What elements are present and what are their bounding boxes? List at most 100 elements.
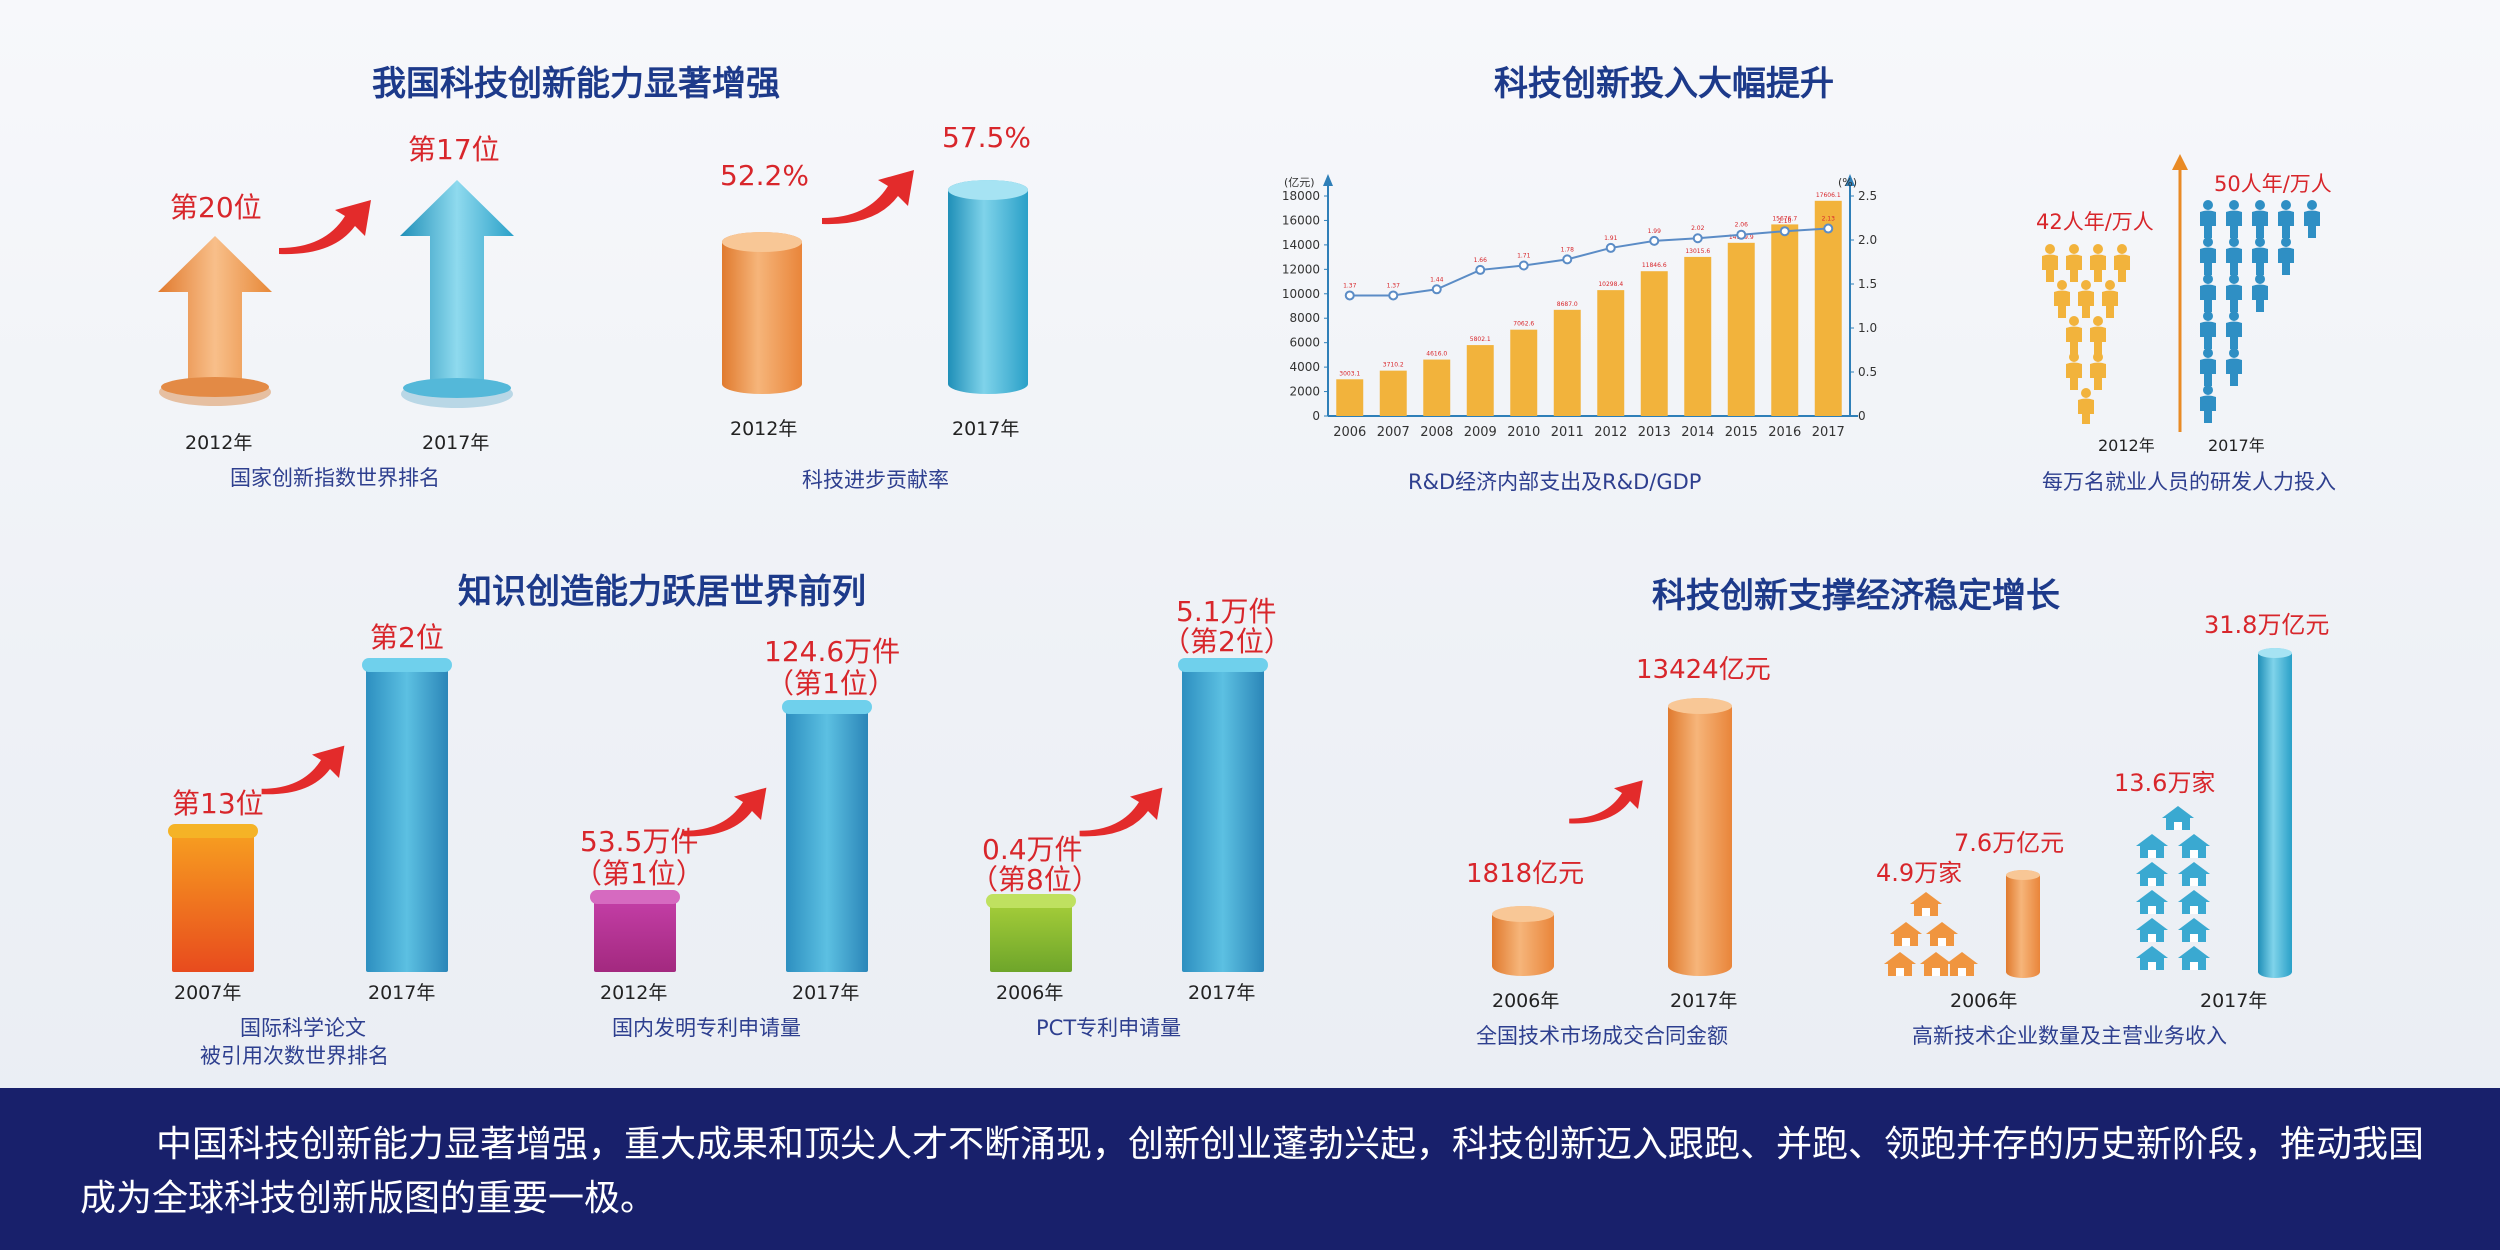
papers-2007-year: 2007年 [174, 982, 242, 1004]
contribution-2012-year: 2012年 [730, 418, 798, 440]
rank-2017-year: 2017年 [422, 432, 490, 454]
left-tick-label: 0 [1312, 409, 1320, 423]
rd-gdp-point [1605, 242, 1616, 253]
rank-2012-year: 2012年 [185, 432, 253, 454]
rank-2017-value: 第17位 [408, 133, 500, 166]
rd-bar-label: 7062.6 [1513, 321, 1534, 328]
x-tick-label: 2011 [1551, 425, 1584, 440]
right-tick-label: 1.00 [1858, 321, 1878, 335]
house-2017-icon [2136, 862, 2168, 886]
pct-growth-arrow-icon [1079, 787, 1163, 837]
left-tick-label: 2000 [1289, 385, 1320, 399]
right-axis-unit: (%) [1838, 176, 1857, 189]
firms-2006-value: 4.9万家 [1876, 859, 1963, 887]
person-2012-icon [2066, 352, 2082, 390]
papers-2007-value: 第13位 [172, 787, 264, 820]
revenue-2017-value: 31.8万亿元 [2204, 611, 2330, 639]
x-tick-label: 2008 [1420, 425, 1453, 440]
person-2017-icon [2200, 200, 2216, 238]
person-2012-icon [2054, 280, 2070, 318]
contribution-caption: 科技进步贡献率 [802, 468, 949, 492]
rd-gdp-label: 1.44 [1430, 276, 1444, 283]
rd-gdp-label: 2.10 [1778, 218, 1792, 225]
person-2012-icon [2090, 244, 2106, 282]
market-2017-year: 2017年 [1670, 990, 1738, 1012]
left-axis-unit: (亿元) [1284, 176, 1315, 189]
left-tick-label: 14000 [1282, 238, 1320, 252]
people-axis-arrow-icon [2172, 154, 2188, 432]
rd-gdp-label: 1.37 [1343, 282, 1357, 289]
x-tick-label: 2010 [1507, 425, 1540, 440]
rd-bar [1684, 256, 1712, 416]
house-2017-icon [2178, 834, 2210, 858]
patents-2017-bar [782, 700, 872, 972]
pct-2017-value-line2: （第2位） [1162, 625, 1292, 658]
market-2017-bar [1668, 698, 1732, 976]
revenue-2006-value: 7.6万亿元 [1954, 829, 2065, 857]
rd-bar [1553, 309, 1581, 416]
section-title-knowledge: 知识创造能力跃居世界前列 [458, 572, 866, 612]
rd-gdp-label: 1.37 [1387, 282, 1401, 289]
left-tick-label: 6000 [1289, 336, 1320, 350]
patents-2012-value-line1: 53.5万件 [580, 825, 699, 858]
person-2017-icon [2200, 311, 2216, 349]
rd-gdp-label: 1.71 [1517, 253, 1531, 260]
rd-bar [1771, 224, 1799, 416]
rd-bar [1466, 345, 1494, 416]
pct-2006-bar [986, 894, 1076, 972]
people-2017-value: 50人年/万人 [2214, 172, 2332, 196]
rd-gdp-label: 2.02 [1691, 225, 1705, 232]
person-2012-icon [2066, 316, 2082, 354]
patents-2017-value-line2: （第1位） [766, 667, 896, 700]
rd-bar-label: 3003.1 [1339, 370, 1360, 377]
revenue-2017-bar [2258, 648, 2292, 978]
rd-caption: R&D经济内部支出及R&D/GDP [1408, 470, 1702, 494]
rd-bar [1336, 379, 1364, 416]
left-tick-label: 8000 [1289, 311, 1320, 325]
patents-2012-bar [590, 890, 680, 972]
person-2012-icon [2078, 388, 2094, 424]
right-tick-label: 0.50 [1858, 365, 1878, 379]
market-2006-bar [1492, 906, 1554, 976]
footer-text: 中国科技创新能力显著增强，重大成果和顶尖人才不断涌现，创新创业蓬勃兴起，科技创新… [80, 1124, 2425, 1219]
rd-gdp-point [1692, 233, 1703, 244]
market-2006-value: 1818亿元 [1466, 859, 1585, 889]
rd-bar-label: 4616.0 [1426, 351, 1447, 358]
rd-gdp-label: 2.06 [1735, 222, 1749, 229]
person-2017-icon [2226, 348, 2242, 386]
patents-2017-value-line1: 124.6万件 [764, 635, 901, 668]
pct-2006-year: 2006年 [996, 982, 1064, 1004]
papers-caption-line2: 被引用次数世界排名 [200, 1044, 389, 1068]
papers-2017-bar [362, 658, 452, 972]
rd-bar [1379, 370, 1407, 416]
rd-gdp-point [1736, 229, 1747, 240]
x-tick-label: 2009 [1464, 425, 1497, 440]
rd-gdp-line [1349, 227, 1829, 297]
right-tick-label: 2.00 [1858, 233, 1878, 247]
rank-caption: 国家创新指数世界排名 [230, 466, 440, 490]
papers-2017-year: 2017年 [368, 982, 436, 1004]
left-tick-label: 4000 [1289, 360, 1320, 374]
contribution-growth-arrow-icon [822, 170, 914, 225]
left-tick-label: 10000 [1282, 287, 1320, 301]
section-title-economy: 科技创新支撑经济稳定增长 [1652, 576, 2060, 616]
house-2006-icon [1946, 952, 1978, 976]
house-2006-icon [1920, 952, 1952, 976]
rd-gdp-point [1475, 264, 1486, 275]
person-2017-icon [2278, 237, 2294, 275]
contribution-2017-value: 57.5% [942, 121, 1031, 154]
pct-2006-value-line1: 0.4万件 [982, 833, 1083, 866]
rd-bar-label: 13015.6 [1685, 248, 1710, 255]
people-2012-icon [2042, 244, 2130, 424]
pct-2006-value-line2: （第8位） [970, 863, 1100, 896]
house-2017-icon [2178, 862, 2210, 886]
rd-gdp-point [1344, 290, 1355, 301]
rd-gdp-label: 2.13 [1822, 216, 1836, 223]
firms-2017-value: 13.6万家 [2114, 769, 2216, 797]
person-2012-icon [2114, 244, 2130, 282]
section-title-innovation: 我国科技创新能力显著增强 [372, 64, 780, 104]
rd-bar-label: 11846.6 [1642, 262, 1667, 269]
person-2017-icon [2200, 274, 2216, 312]
house-2017-icon [2136, 834, 2168, 858]
house-2006-icon [1884, 952, 1916, 976]
